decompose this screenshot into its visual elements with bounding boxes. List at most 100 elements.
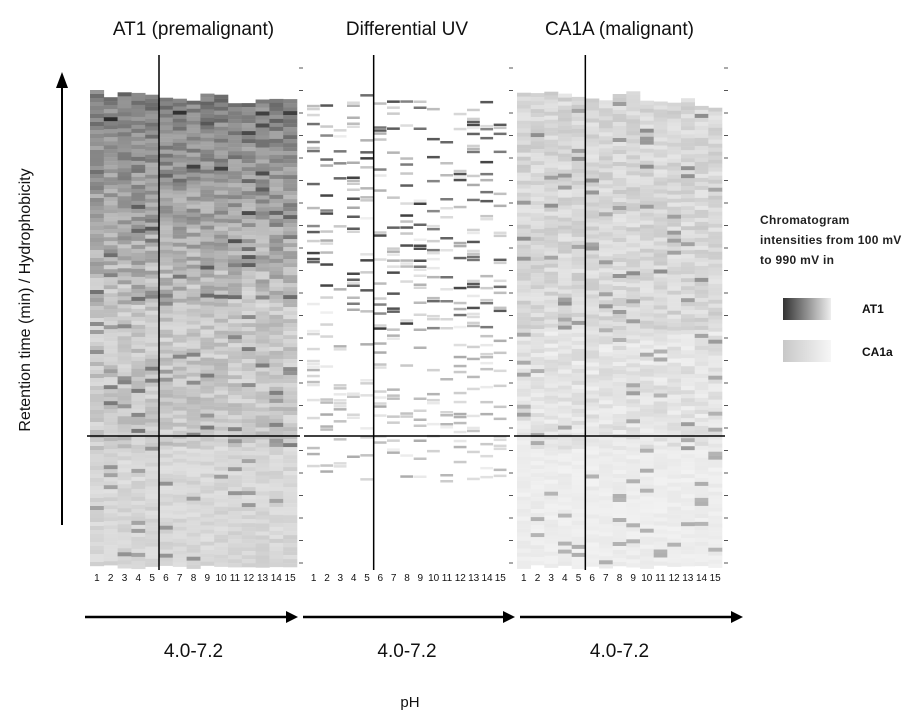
map-cell <box>387 451 400 454</box>
map-cell <box>708 212 722 216</box>
map-cell <box>283 119 297 123</box>
map-cell <box>242 407 256 411</box>
map-cell <box>118 228 132 232</box>
map-cell <box>454 113 467 116</box>
map-cell <box>572 185 586 189</box>
map-cell <box>613 494 627 498</box>
map-cell <box>228 243 242 247</box>
map-cell <box>667 399 681 403</box>
map-cell <box>187 385 201 389</box>
map-cell <box>269 411 283 415</box>
map-cell <box>228 503 242 507</box>
map-cell <box>544 268 558 272</box>
map-cell <box>695 554 709 558</box>
map-cell <box>145 563 159 567</box>
map-cell <box>558 266 572 270</box>
map-cell <box>708 388 722 392</box>
map-cell <box>242 335 256 339</box>
map-cell <box>118 156 132 160</box>
map-cell <box>387 112 400 115</box>
map-cell <box>681 538 695 542</box>
map-cell <box>187 165 201 169</box>
map-cell <box>454 461 467 464</box>
map-cell <box>200 134 214 138</box>
map-cell <box>131 393 145 397</box>
map-cell <box>599 316 613 320</box>
map-cell <box>467 388 480 391</box>
map-cell <box>90 186 104 190</box>
map-cell <box>187 297 201 301</box>
map-cell <box>517 281 531 285</box>
map-cell <box>256 356 270 360</box>
map-cell <box>104 397 118 401</box>
map-cell <box>200 238 214 242</box>
map-cell <box>400 100 413 103</box>
map-cell <box>269 223 283 227</box>
map-cell <box>654 322 668 326</box>
map-cell <box>572 345 586 349</box>
map-cell <box>667 275 681 279</box>
map-cell <box>640 197 654 201</box>
map-cell <box>187 413 201 417</box>
map-cell <box>427 402 440 405</box>
map-cell <box>454 257 467 260</box>
map-cell <box>228 515 242 519</box>
map-cell <box>640 213 654 217</box>
map-cell <box>454 365 467 368</box>
map-cell <box>494 448 507 451</box>
map-cell <box>228 147 242 151</box>
map-cell <box>517 425 531 429</box>
map-cell <box>640 161 654 165</box>
map-cell <box>187 465 201 469</box>
map-cell <box>214 191 228 195</box>
map-cell <box>640 309 654 313</box>
map-cell <box>374 312 387 315</box>
map-cell <box>387 265 400 268</box>
lane-label: 4 <box>351 573 357 584</box>
map-cell <box>708 132 722 136</box>
map-cell <box>131 97 145 101</box>
map-cell <box>667 183 681 187</box>
map-cell <box>187 365 201 369</box>
map-cell <box>599 508 613 512</box>
map-cell <box>599 376 613 380</box>
map-cell <box>159 386 173 390</box>
map-cell <box>531 425 545 429</box>
map-cell <box>90 354 104 358</box>
map-cell <box>544 364 558 368</box>
map-cell <box>544 184 558 188</box>
map-cell <box>118 440 132 444</box>
map-cell <box>307 369 320 372</box>
map-cell <box>414 101 427 104</box>
map-cell <box>159 198 173 202</box>
map-cell <box>118 480 132 484</box>
map-cell <box>613 318 627 322</box>
map-cell <box>544 440 558 444</box>
map-cell <box>131 205 145 209</box>
map-cell <box>307 258 320 261</box>
map-cell <box>517 101 531 105</box>
map-cell <box>531 529 545 533</box>
map-cell <box>118 556 132 560</box>
map-cell <box>104 173 118 177</box>
map-cell <box>145 151 159 155</box>
map-cell <box>572 141 586 145</box>
map-cell <box>640 517 654 521</box>
map-cell <box>681 550 695 554</box>
map-cell <box>173 535 187 539</box>
map-cell <box>256 500 270 504</box>
map-cell <box>708 320 722 324</box>
map-cell <box>118 112 132 116</box>
map-cell <box>187 177 201 181</box>
map-cell <box>256 236 270 240</box>
map-cell <box>599 240 613 244</box>
map-cell <box>104 329 118 333</box>
map-cell <box>454 173 467 176</box>
map-cell <box>269 471 283 475</box>
map-cell <box>572 393 586 397</box>
map-cell <box>307 147 320 150</box>
map-cell <box>585 531 599 535</box>
map-cell <box>640 405 654 409</box>
map-cell <box>654 170 668 174</box>
map-cell <box>145 423 159 427</box>
